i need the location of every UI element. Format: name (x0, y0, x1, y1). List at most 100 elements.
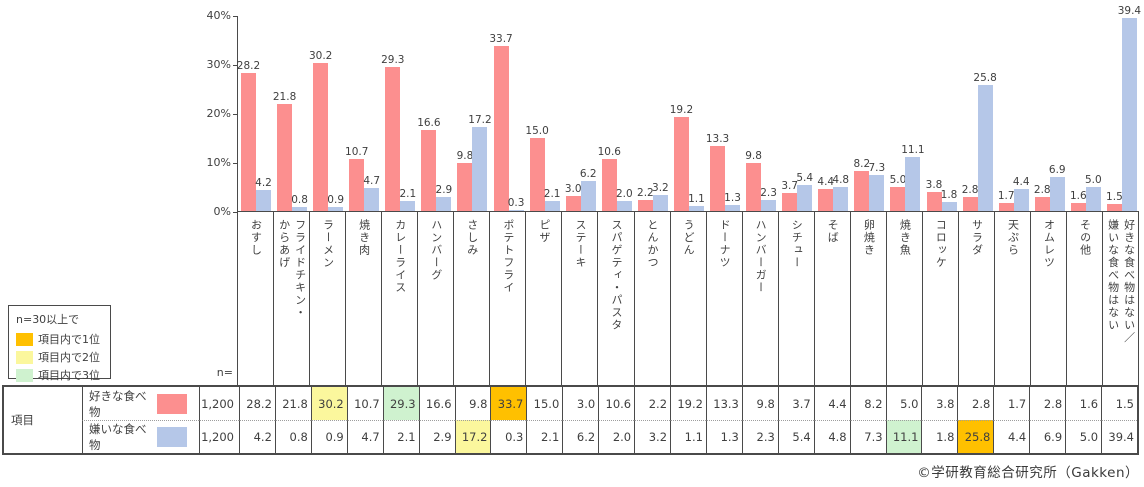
category-label: 焼き肉 (357, 219, 371, 257)
bar-value-label: 9.8 (456, 149, 474, 162)
bar-value-label: 3.8 (925, 179, 943, 192)
table-value-cell: 2.0 (598, 420, 635, 453)
table-n-cell: 1,200 (199, 420, 239, 453)
table-value-cell: 13.3 (705, 387, 742, 420)
table-value-cell: 1.5 (1101, 387, 1137, 420)
y-axis-tick-mark (233, 65, 238, 66)
bar-disliked-food (472, 126, 488, 211)
bar-disliked-food (1085, 186, 1101, 211)
table-value-cell: 19.2 (670, 387, 706, 420)
series-name: 嫌いな食べ物 (89, 422, 147, 452)
legend-items: 項目内で1位 項目内で2位 項目内で3位 (16, 331, 104, 383)
table-value-cell: 4.8 (813, 420, 850, 453)
category-label: おすし (249, 219, 263, 257)
table-value-cell: 4.4 (813, 387, 850, 420)
table-value-cell: 33.7 (490, 387, 527, 420)
category-label: ドーナツ (718, 219, 732, 269)
bar-value-label: 4.4 (817, 176, 835, 189)
bar-favorite-food (565, 196, 581, 211)
table-value-cell: 3.8 (921, 387, 957, 420)
table-value-cell: 25.8 (957, 420, 994, 453)
bar-favorite-food (1034, 197, 1050, 211)
table-value-cell: 2.1 (382, 420, 419, 453)
table-value-cell: 29.3 (382, 387, 419, 420)
bar-value-label: 2.1 (543, 187, 561, 200)
bar-value-label: 5.0 (889, 173, 907, 186)
table-value-cell: 30.2 (310, 387, 347, 420)
bar-disliked-food (652, 195, 668, 211)
table-value-cell: 15.0 (526, 387, 562, 420)
category-cell: そば (815, 212, 851, 385)
bar-disliked-food (797, 184, 813, 211)
table-value-cell: 28.2 (239, 387, 275, 420)
bar-disliked-food (905, 156, 921, 211)
copyright-text: ©学研教育総合研究所（Gakken） (917, 465, 1139, 481)
category-axis: おすし フライドチキン・ からあげ ラーメン 焼き肉 カレーライス ハンバーグ さしみ ポテト… (237, 212, 1140, 385)
bar-favorite-food (710, 145, 726, 211)
bar-value-label: 39.4 (1117, 4, 1142, 17)
category-label: オムレツ (1042, 219, 1056, 269)
legend-item: 項目内で1位 (16, 331, 104, 347)
bar-value-label: 2.1 (399, 187, 417, 200)
bar-disliked-food (688, 205, 704, 211)
category-label: ハンバーグ (429, 219, 443, 282)
series-color-swatch (157, 393, 187, 414)
bar-disliked-food (1013, 189, 1029, 211)
category-label: サラダ (970, 219, 984, 257)
bar-value-label: 6.9 (1048, 164, 1066, 177)
bar-favorite-food (1106, 203, 1122, 211)
bar-value-label: 33.7 (489, 32, 513, 45)
table-value-cell: 5.0 (1065, 420, 1102, 453)
table-value-cell: 1.1 (670, 420, 706, 453)
table-value-cell: 21.8 (274, 387, 311, 420)
bar-favorite-food (385, 67, 401, 211)
series-color-swatch (157, 427, 187, 447)
y-axis-tick-label: 10% (206, 156, 231, 169)
bar-disliked-food (977, 84, 993, 211)
category-label: フライドチキン・ からあげ (277, 219, 307, 319)
bar-favorite-food (998, 202, 1014, 211)
legend-item: 項目内で3位 (16, 367, 104, 383)
category-label: カレーライス (393, 219, 407, 294)
table-value-cell: 1.8 (921, 420, 958, 453)
table-value-cell: 4.4 (993, 420, 1030, 453)
category-label: さしみ (465, 219, 479, 257)
table-n-cell: 1,200 (199, 387, 239, 420)
category-label: ハンバーガー (754, 219, 768, 294)
bar-favorite-food (277, 104, 293, 211)
bar-disliked-food (580, 180, 596, 211)
table-value-cell: 6.9 (1029, 420, 1066, 453)
legend-box: n=30以上で 項目内で1位 項目内で2位 項目内で3位 (8, 305, 111, 382)
bar-favorite-food (349, 158, 365, 211)
category-label: 卵焼き (862, 219, 876, 257)
legend-rank2-swatch (16, 350, 33, 364)
bar-value-label: 1.1 (688, 192, 705, 205)
bar-value-label: 5.4 (796, 171, 814, 184)
bar-disliked-food (256, 190, 271, 211)
y-axis-tick-mark (233, 114, 238, 115)
bar-disliked-food (833, 187, 849, 211)
bar-favorite-food (493, 45, 509, 211)
bar-value-label: 9.8 (745, 149, 762, 162)
category-cell: ポテトフライ (490, 212, 527, 385)
bar-favorite-food (782, 192, 798, 211)
category-cell: 好きな食べ物はない／ 嫌いな食べ物はない (1103, 212, 1140, 385)
bar-value-label: 25.8 (973, 71, 997, 84)
category-cell: ステーキ (562, 212, 599, 385)
bar-disliked-food (544, 200, 560, 211)
bar-favorite-food (241, 72, 256, 211)
category-cell: おすし (238, 212, 275, 385)
bar-disliked-food (1121, 17, 1137, 211)
table-value-cell: 10.6 (598, 387, 634, 420)
bar-favorite-food (890, 186, 906, 211)
series-name: 好きな食べ物 (89, 388, 147, 419)
bar-favorite-food (421, 129, 437, 211)
category-label: シチュー (790, 219, 804, 269)
bar-value-label: 3.2 (652, 182, 669, 195)
bar-value-label: 21.8 (272, 91, 297, 104)
bar-disliked-food (1049, 177, 1065, 211)
plot-area: 40% 30% 20% 10% 0% 28.2 4.2 21.8 0.8 30.2 0.9 10.7 4… (207, 5, 1142, 218)
category-label: うどん (682, 219, 696, 257)
table-value-cell: 6.2 (562, 420, 599, 453)
table-value-cell: 1.6 (1065, 387, 1101, 420)
